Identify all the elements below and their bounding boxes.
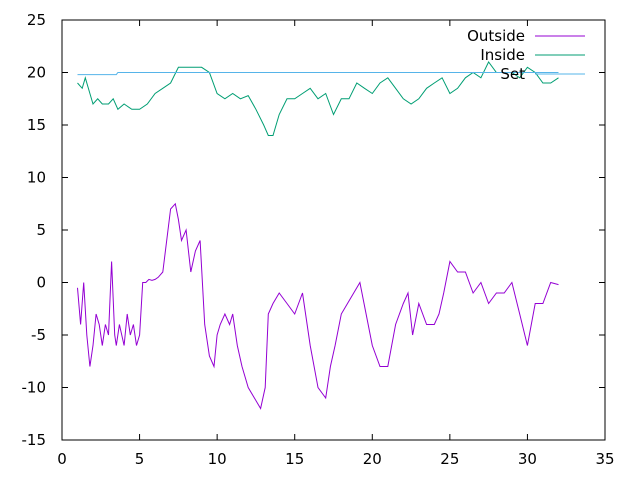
x-tick-label: 0	[57, 450, 67, 468]
y-tick-label: -10	[22, 379, 47, 397]
y-tick-label: -5	[31, 326, 46, 344]
x-tick-label: 5	[135, 450, 145, 468]
legend-label-set: Set	[500, 65, 525, 83]
x-tick-label: 10	[208, 450, 227, 468]
x-tick-label: 15	[285, 450, 304, 468]
x-tick-label: 35	[595, 450, 614, 468]
y-tick-label: 5	[36, 221, 46, 239]
y-tick-label: 25	[27, 11, 46, 29]
y-tick-label: 15	[27, 116, 46, 134]
series-line-inside	[77, 61, 559, 136]
plot-area	[77, 61, 559, 410]
y-tick-label: 20	[27, 64, 46, 82]
x-tick-label: 20	[363, 450, 382, 468]
legend-label-outside: Outside	[467, 27, 525, 45]
y-tick-label: -15	[22, 431, 47, 449]
series-line-outside	[77, 202, 559, 410]
x-tick-label: 30	[518, 450, 537, 468]
legend-label-inside: Inside	[480, 46, 525, 64]
series-line-set	[77, 72, 559, 76]
y-tick-label: 10	[27, 169, 46, 187]
y-tick-label: 0	[36, 274, 46, 292]
axes: 0 5 10 15 20 25 30 35 -15 -10 -5 0 5 10 15 20 25	[22, 11, 615, 468]
plot-border	[61, 19, 606, 441]
x-tick-label: 25	[440, 450, 459, 468]
